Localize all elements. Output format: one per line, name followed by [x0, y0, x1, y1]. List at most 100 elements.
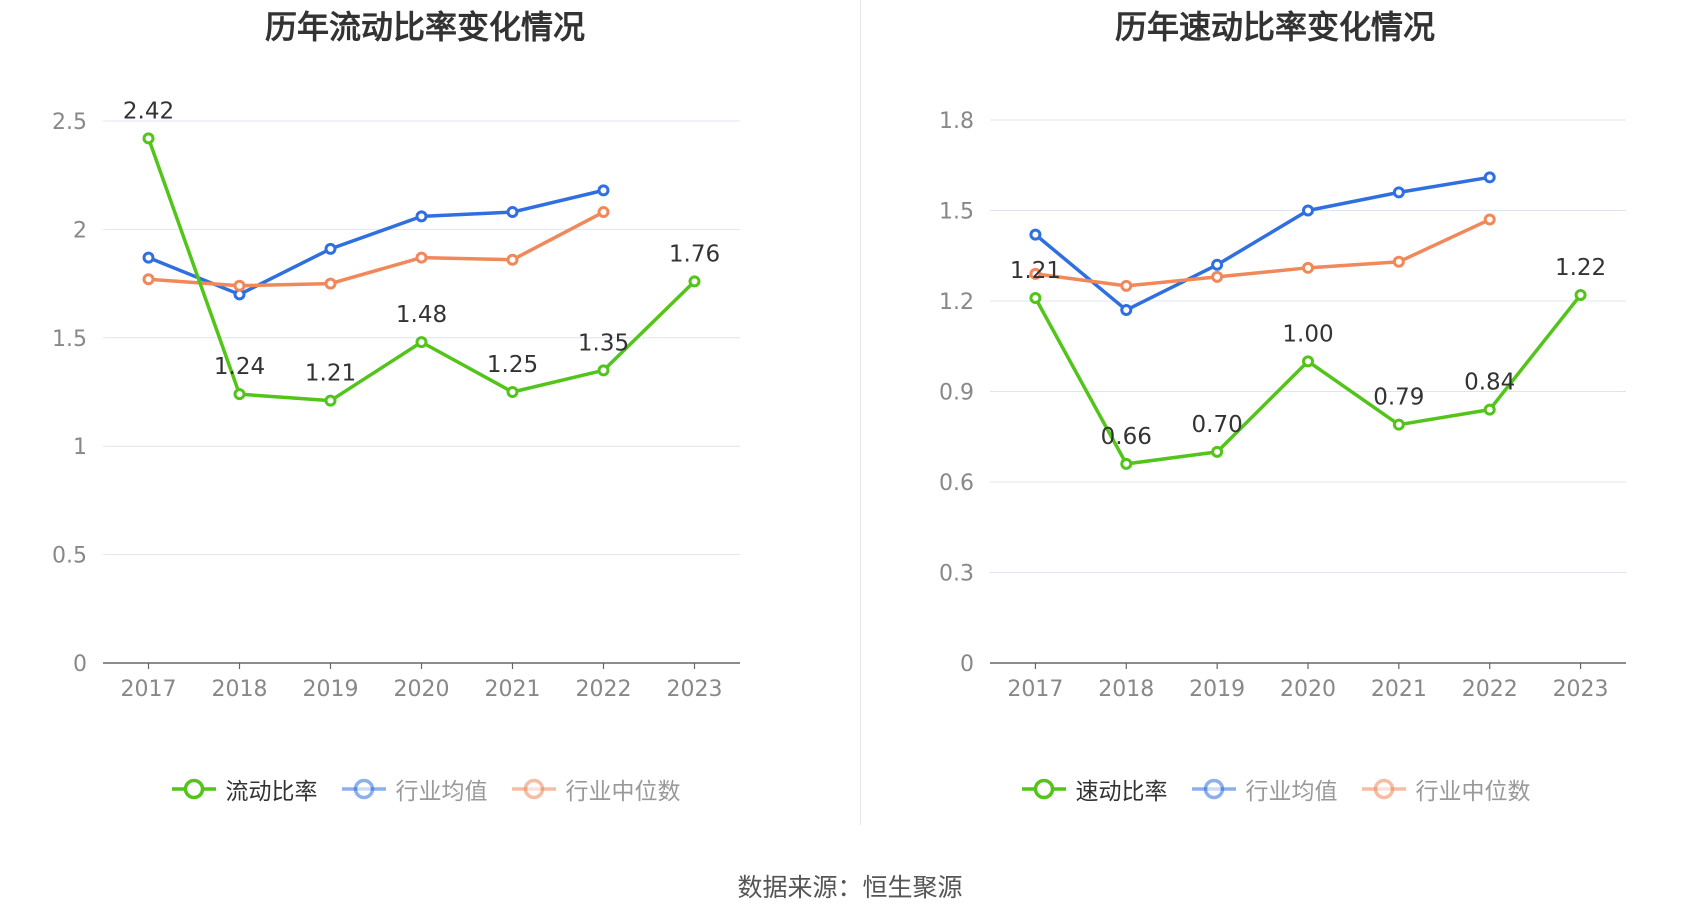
data-point	[1483, 403, 1496, 416]
data-point	[324, 394, 337, 407]
legend-item[interactable]: 行业中位数	[510, 772, 681, 806]
x-tick-label: 2022	[1462, 677, 1518, 702]
current-ratio-chart-panel: 历年流动比率变化情况 0 0.5 1 1.5 2 2.5 2017 2018 2019 2020 2…	[0, 0, 850, 830]
data-label: 1.21	[305, 361, 356, 387]
data-point	[324, 277, 337, 290]
data-point	[324, 242, 337, 255]
legend-line-circle-icon	[1191, 778, 1236, 800]
quick-ratio-chart: 0 0.3 0.6 0.9 1.2 1.5 1.8 2017 2018 2019 2020 2021 2…	[939, 109, 1626, 702]
legend-line-circle-icon	[341, 778, 386, 800]
data-label: 0.66	[1101, 424, 1152, 450]
x-tick-label: 2019	[303, 677, 359, 702]
data-point	[1302, 204, 1314, 217]
data-point	[1029, 228, 1042, 241]
y-tick-label: 0.5	[52, 544, 87, 569]
data-label: 1.21	[1010, 258, 1061, 284]
data-point	[597, 206, 610, 219]
quick-ratio-chart-panel: 历年速动比率变化情况 0 0.3 0.6 0.9 1.2 1.5 1.8 2017 2018 20…	[850, 0, 1700, 830]
chart-title: 历年流动比率变化情况	[264, 8, 585, 46]
legend-line-circle-icon	[511, 778, 556, 800]
x-tick-label: 2021	[1371, 677, 1427, 702]
data-point	[1029, 291, 1042, 304]
series-line	[148, 210, 605, 288]
y-tick-label: 0.6	[939, 471, 974, 496]
data-source-note: 数据来源：恒生聚源	[737, 873, 963, 902]
x-tick-label: 2021	[485, 677, 541, 702]
data-label: 1.22	[1555, 255, 1606, 281]
data-point	[506, 206, 519, 219]
data-label: 2.42	[123, 98, 174, 124]
y-tick-label: 1.2	[939, 290, 974, 315]
chart-legend: 流动比率 行业均值 行业中位数	[0, 772, 850, 806]
x-tick-label: 2020	[394, 677, 450, 702]
y-tick-label: 2	[73, 218, 87, 243]
legend-label: 行业中位数	[565, 779, 681, 805]
y-tick-label: 0.9	[939, 381, 974, 406]
data-point	[1483, 171, 1496, 184]
legend-item[interactable]: 流动比率	[170, 772, 318, 806]
data-point	[597, 184, 610, 197]
data-point	[1574, 288, 1587, 301]
data-label: 1.76	[669, 241, 720, 267]
data-point	[1483, 213, 1496, 226]
x-tick-label: 2023	[667, 677, 723, 702]
x-tick-label: 2019	[1189, 677, 1245, 702]
series-line	[1035, 217, 1491, 288]
data-point	[688, 275, 701, 288]
current-ratio-chart: 0 0.5 1 1.5 2 2.5 2017 2018 2019 2020 2021 2022 2023…	[52, 98, 740, 702]
data-point	[142, 132, 155, 145]
data-point	[1392, 255, 1405, 268]
data-point	[415, 251, 428, 264]
legend-label: 速动比率	[1075, 779, 1168, 805]
data-point	[1120, 304, 1133, 317]
chart-legend: 速动比率 行业均值 行业中位数	[850, 772, 1700, 806]
legend-line-circle-icon	[1021, 778, 1066, 800]
series-line	[147, 188, 604, 297]
data-label: 0.79	[1373, 385, 1424, 411]
y-tick-label: 1	[73, 435, 87, 460]
data-label: 1.48	[396, 302, 447, 328]
data-point	[233, 388, 246, 401]
x-tick-label: 2022	[576, 677, 632, 702]
y-tick-label: 1.5	[939, 200, 974, 225]
data-point	[1120, 279, 1133, 292]
data-point	[597, 364, 610, 377]
data-point	[506, 386, 519, 398]
panel-divider	[860, 0, 861, 825]
data-point	[415, 336, 428, 349]
data-point	[142, 251, 155, 264]
data-point	[142, 273, 155, 286]
data-point	[1302, 355, 1314, 368]
data-point	[1392, 418, 1405, 431]
legend-item[interactable]: 行业均值	[1190, 772, 1338, 806]
x-tick-label: 2018	[212, 677, 268, 702]
data-label: 1.25	[487, 352, 538, 378]
x-tick-label: 2018	[1098, 677, 1154, 702]
data-point	[233, 279, 246, 292]
data-point	[415, 210, 428, 223]
legend-label: 行业均值	[395, 779, 488, 805]
data-point	[1302, 261, 1314, 274]
data-point	[1211, 270, 1224, 283]
legend-line-circle-icon	[1361, 778, 1406, 800]
legend-line-circle-icon	[171, 778, 216, 800]
y-tick-label: 1.5	[52, 327, 87, 352]
chart-title: 历年速动比率变化情况	[1114, 8, 1435, 46]
x-tick-label: 2023	[1553, 677, 1609, 702]
data-label: 1.35	[578, 330, 629, 356]
data-label: 1.24	[214, 354, 265, 380]
y-tick-label: 2.5	[52, 110, 87, 135]
legend-label: 行业均值	[1245, 779, 1338, 805]
series-line	[1034, 175, 1491, 312]
legend-label: 行业中位数	[1415, 779, 1531, 805]
legend-label: 流动比率	[225, 779, 318, 805]
legend-item[interactable]: 行业中位数	[1360, 772, 1531, 806]
x-tick-label: 2017	[1007, 677, 1063, 702]
y-tick-label: 0	[73, 652, 87, 677]
x-tick-label: 2017	[121, 677, 177, 702]
data-point	[1211, 258, 1224, 271]
y-tick-label: 0.3	[939, 562, 974, 587]
legend-item[interactable]: 速动比率	[1020, 772, 1168, 806]
legend-item[interactable]: 行业均值	[340, 772, 488, 806]
data-point	[1029, 267, 1042, 280]
